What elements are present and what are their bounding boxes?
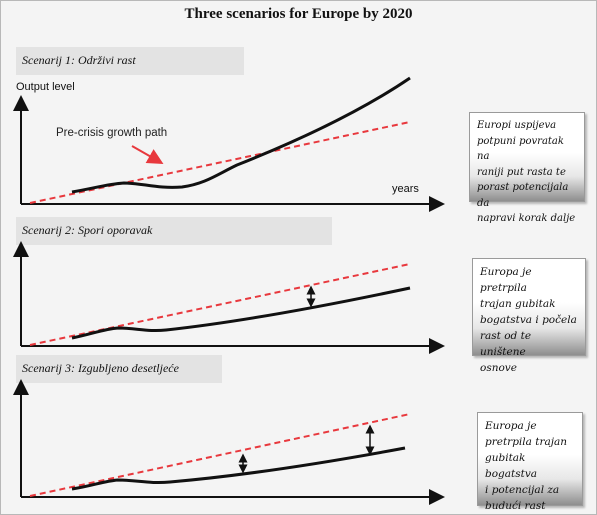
- scenario-1-description-box: Europi uspijeva potpuni povratak na rani…: [469, 112, 585, 224]
- scenario-1-description: Europi uspijeva potpuni povratak na rani…: [477, 120, 576, 224]
- scenario-2-label: Scenarij 2: Spori oporavak: [22, 223, 153, 237]
- figure-title: Three scenarios for Europe by 2020: [184, 6, 413, 22]
- scenario-1-label: Scenarij 1: Održivi rast: [22, 53, 136, 67]
- scenario-2-description-box: Europa je pretrpila trajan gubitak bogat…: [472, 258, 586, 374]
- panel-3-precrisis-path: [29, 413, 411, 497]
- y-axis-label: Output level: [16, 81, 75, 93]
- panel-1-chart: [13, 76, 445, 212]
- panel-1-output-path: [71, 76, 411, 194]
- scenario-2-header: Scenarij 2: Spori oporavak: [16, 217, 332, 245]
- scenario-3-label: Scenarij 3: Izgubljeno desetljeće: [22, 361, 179, 375]
- callout-arrow: [131, 145, 164, 164]
- panel-2-chart: [13, 241, 445, 354]
- precrisis-callout: Pre-crisis growth path: [56, 127, 168, 139]
- panel-3-chart: [13, 379, 445, 505]
- scenario-3-header: Scenarij 3: Izgubljeno desetljeće: [16, 355, 222, 383]
- scenario-3-description: Europa je pretrpila trajan gubitak bogat…: [485, 420, 568, 512]
- panel-2-precrisis-path: [29, 263, 411, 346]
- panel-3-output-path: [71, 446, 406, 491]
- scenario-2-description: Europa je pretrpila trajan gubitak bogat…: [480, 266, 577, 374]
- panel-1-precrisis-path: [29, 121, 411, 204]
- x-axis-label: years: [392, 183, 419, 195]
- scenario-1-header: Scenarij 1: Održivi rast: [16, 47, 244, 75]
- scenario-3-description-box: Europa je pretrpila trajan gubitak bogat…: [477, 412, 583, 512]
- panel-2-output-path: [71, 286, 411, 340]
